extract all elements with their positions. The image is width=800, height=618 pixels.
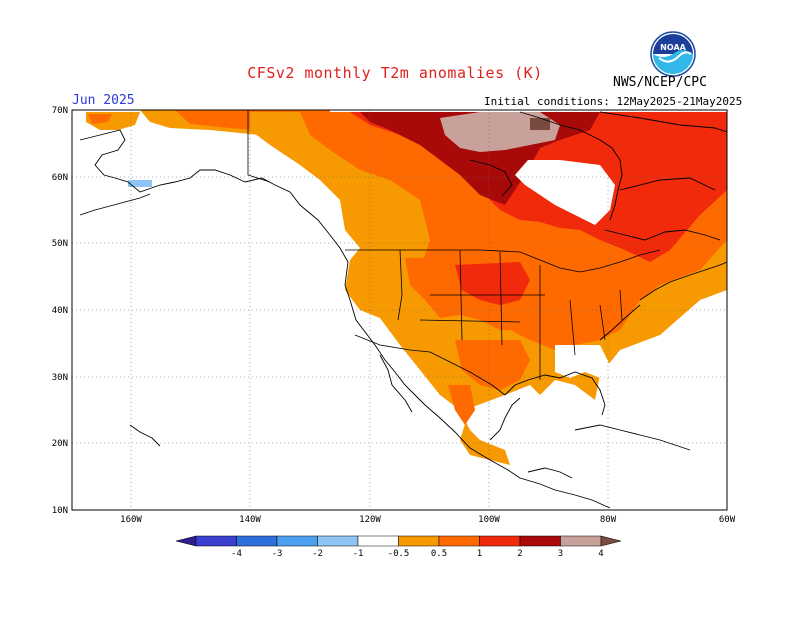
anomaly-region-arctic-coast-warm: [88, 114, 112, 124]
colorbar-swatch: [560, 535, 602, 547]
logo-text: NOAA: [660, 43, 686, 52]
colorbar-swatch: [398, 535, 440, 547]
colorbar-swatch: [317, 535, 359, 547]
lat-label: 40N: [52, 306, 68, 316]
colorbar-label: 0.5: [431, 549, 447, 559]
colorbar-swatch: [276, 535, 318, 547]
anomaly-region-southeast-white: [555, 345, 610, 378]
forecast-month: Jun 2025: [72, 93, 135, 108]
colorbar-arrow-left: [175, 535, 197, 547]
colorbar-swatch: [236, 535, 278, 547]
anomaly-region-hudson-bay-outline-white: [515, 160, 615, 225]
colorbar-label: 4: [598, 549, 603, 559]
lat-label: 10N: [52, 506, 68, 516]
colorbar-swatch: [479, 535, 521, 547]
colorbar-swatch: [357, 535, 399, 547]
coastlines: [79, 111, 728, 509]
colorbar-label: -2: [312, 549, 323, 559]
lon-label: 140W: [239, 515, 261, 525]
anomaly-region-us-deepred: [455, 262, 530, 305]
anomaly-region-texas-red: [455, 340, 530, 390]
lon-label: 100W: [478, 515, 500, 525]
political-borders: [247, 110, 661, 396]
organization-label: NWS/NCEP/CPC: [613, 75, 707, 90]
lon-label: 60W: [719, 515, 736, 525]
lat-label: 30N: [52, 373, 68, 383]
colorbar-swatch: [195, 535, 237, 547]
anomaly-region-mexico-red: [448, 385, 475, 425]
colorbar-label: 3: [558, 549, 563, 559]
lat-label: 50N: [52, 239, 68, 249]
colorbar-swatch: [519, 535, 561, 547]
colorbar-label: 1: [477, 549, 482, 559]
longitude-labels: 160W 140W 120W 100W 80W 60W: [120, 515, 736, 525]
anomaly-region-brown: [530, 118, 550, 130]
map-title: CFSv2 monthly T2m anomalies (K): [247, 64, 543, 82]
lat-label: 60N: [52, 173, 68, 183]
anomaly-region-alaska-blue: [128, 180, 152, 187]
colorbar-label: 2: [517, 549, 522, 559]
grid-lines: [72, 110, 727, 510]
colorbar-label: -0.5: [388, 549, 410, 559]
colorbar-swatch: [438, 535, 480, 547]
colorbar-arrow-right: [600, 535, 622, 547]
lon-label: 120W: [359, 515, 381, 525]
colorbar-label: -3: [272, 549, 283, 559]
noaa-logo: NOAA: [650, 31, 696, 77]
lat-label: 70N: [52, 106, 68, 116]
colorbar-label: -4: [231, 549, 242, 559]
colorbar: -4 -3 -2 -1 -0.5 0.5 1 2 3 4: [175, 535, 622, 559]
lon-label: 160W: [120, 515, 142, 525]
lat-label: 20N: [52, 439, 68, 449]
colorbar-label: -1: [353, 549, 364, 559]
latitude-labels: 70N 60N 50N 40N 30N 20N 10N: [52, 106, 68, 516]
lon-label: 80W: [600, 515, 617, 525]
map-frame: [71, 109, 728, 511]
initial-conditions: Initial conditions: 12May2025-21May2025: [484, 95, 743, 108]
